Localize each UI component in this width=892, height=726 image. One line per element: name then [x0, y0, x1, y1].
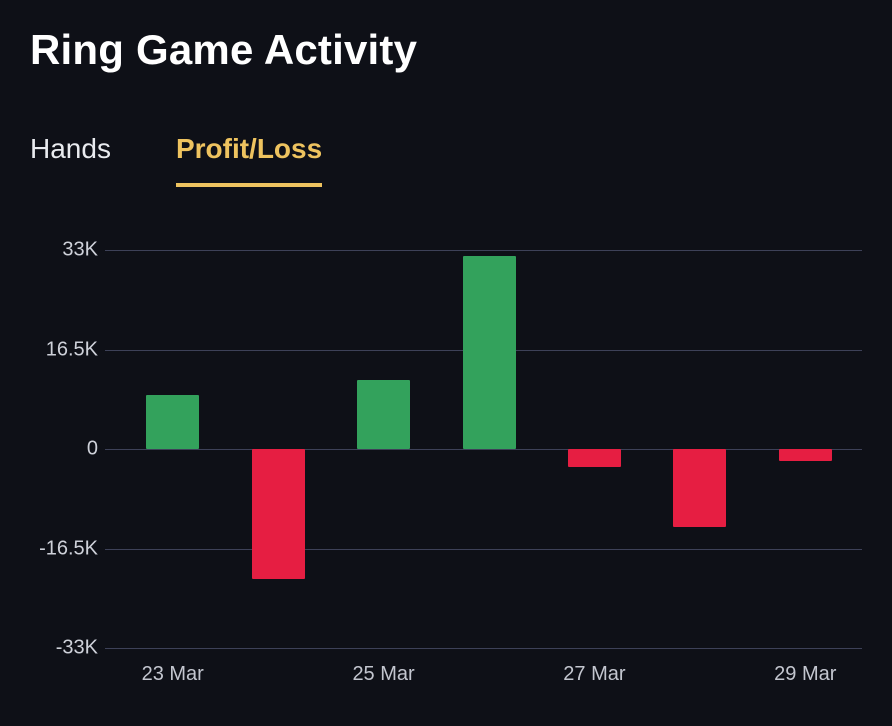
- x-axis-label: 27 Mar: [563, 663, 626, 685]
- tab-hands[interactable]: Hands: [30, 133, 111, 164]
- y-axis-label: -16.5K: [39, 537, 98, 559]
- y-axis-label: 0: [86, 437, 98, 460]
- gridline: [105, 648, 862, 649]
- page-title: Ring Game Activity: [30, 26, 418, 73]
- bar-27-mar: [567, 449, 621, 468]
- y-axis-label: 33K: [62, 238, 98, 261]
- bar-29-mar: [778, 449, 832, 462]
- bar-24-mar: [251, 449, 305, 579]
- bar-23-mar: [146, 394, 200, 449]
- y-axis-label: 16.5K: [45, 338, 98, 360]
- bar-28-mar: [673, 449, 727, 528]
- x-axis-label: 25 Mar: [352, 663, 415, 685]
- gridline: [105, 548, 862, 550]
- x-axis-label: 23 Mar: [141, 663, 204, 685]
- tab-bar: Hands Profit/Loss: [30, 133, 323, 187]
- tab-profit-loss[interactable]: Profit/Loss: [175, 133, 323, 187]
- bar-25-mar: [357, 379, 411, 449]
- bar-26-mar: [462, 256, 516, 449]
- y-axis-label: -33K: [55, 636, 98, 659]
- x-axis-label: 29 Mar: [774, 663, 837, 685]
- zero-gridline: [105, 449, 862, 450]
- gridline: [105, 250, 862, 251]
